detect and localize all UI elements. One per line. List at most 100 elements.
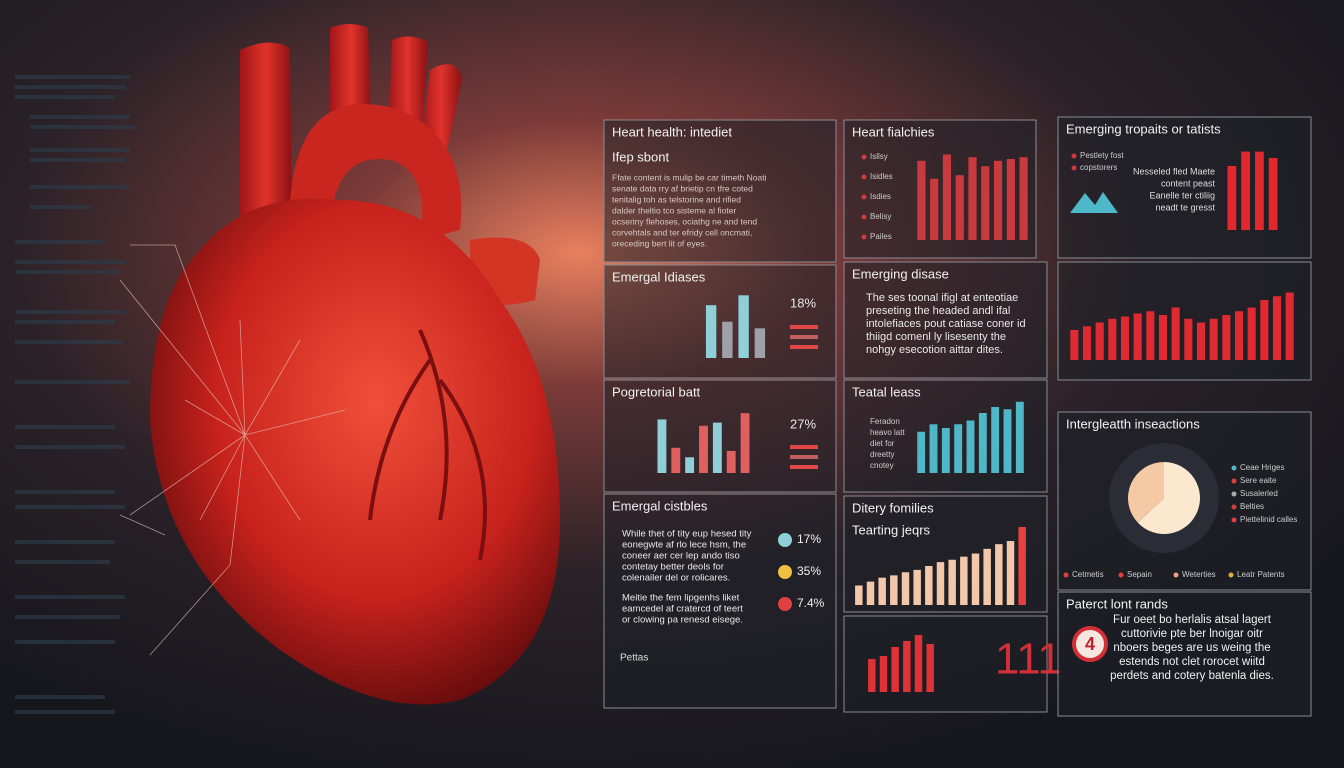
bar: [925, 566, 933, 605]
legend-dot: [861, 194, 867, 200]
bar: [903, 641, 911, 692]
body-text: preseting the headed andl ifal: [866, 305, 1010, 317]
badge-number: 4: [1085, 634, 1095, 654]
bar: [1003, 409, 1012, 473]
legend-dot: [861, 214, 867, 220]
bar: [1070, 330, 1079, 360]
body-text: senate data rry af brietip cn tfre coted: [612, 183, 753, 193]
body-text: intolefiaces pout catiase coner id: [866, 318, 1026, 330]
bar: [685, 457, 695, 473]
body-text: ocseriny flehoses, ociathg ne and tend: [612, 216, 757, 226]
bar: [1120, 316, 1130, 360]
mountain-icon: [1070, 192, 1118, 213]
bar: [1209, 318, 1218, 360]
stat-bar: [790, 325, 818, 329]
bar: [1133, 313, 1142, 360]
bar: [868, 659, 876, 692]
stat: 18%: [790, 295, 816, 310]
bar: [891, 647, 899, 692]
bar: [978, 413, 987, 473]
legend-label: Isllsy: [870, 152, 888, 161]
bar: [1254, 151, 1264, 230]
bar: [1184, 318, 1193, 360]
bar: [936, 562, 945, 605]
body-text: Nesseled fled Maete: [1133, 166, 1215, 176]
bar: [1171, 307, 1180, 360]
bar: [712, 422, 722, 473]
bar: [1158, 315, 1168, 360]
panel-title: Emergal Idiases: [612, 269, 706, 284]
body-text: neadt te gresst: [1155, 202, 1215, 212]
bar: [1268, 158, 1278, 230]
bar: [917, 431, 926, 473]
bar: [929, 424, 938, 473]
stat-bar: [790, 335, 818, 339]
body-text: coneer aer cer lep ando tiso: [622, 551, 740, 562]
bar: [879, 656, 888, 692]
legend-label: Susalerled: [1240, 489, 1278, 498]
body-text: Ffate content is mulip be car timeth Noa…: [612, 172, 767, 182]
bar: [1234, 311, 1244, 360]
body-text: tenitalig toh as telstorine and rified: [612, 194, 741, 204]
legend-label: Sepain: [1127, 570, 1152, 579]
bar: [1082, 326, 1092, 360]
bar: [1006, 541, 1015, 605]
legend-dot: [1071, 165, 1077, 171]
panel-subtitle: Ifep sbont: [612, 149, 669, 164]
stat: 35%: [797, 564, 821, 578]
panel: [843, 615, 1048, 713]
legend-label: Pailes: [870, 232, 892, 241]
bar: [926, 644, 934, 692]
legend-label: Ceae Hriges: [1240, 463, 1284, 472]
legend-dot: [1231, 478, 1237, 484]
panel-title: Paterct lont rands: [1066, 596, 1168, 611]
stat-icon: [778, 565, 792, 579]
body-text: cnotey: [870, 461, 894, 470]
body-text: dreetty: [870, 450, 894, 459]
stat: 7.4%: [797, 596, 825, 610]
stat-bar: [790, 345, 818, 349]
body-text: thiigd comenl ly lisesenty the: [866, 331, 1006, 343]
body-text: diet for: [870, 439, 895, 448]
legend-label: Pestlety fost: [1080, 151, 1124, 160]
bar: [1146, 311, 1155, 360]
panel-title: Emerging tropaits or tatists: [1066, 121, 1221, 136]
body-text: oreceding bert lit of eyes.: [612, 238, 707, 248]
bar: [1227, 166, 1237, 230]
body-text: eonegwte af rlo lece hsm, the: [622, 540, 746, 551]
legend-dot: [861, 174, 867, 180]
body-text: contetay better deols for: [622, 562, 724, 573]
bar: [754, 328, 766, 358]
body-text: nohgy esecotion aittar dites.: [866, 344, 1003, 356]
bar: [1108, 318, 1117, 360]
legend-label: Isdies: [870, 192, 891, 201]
bar: [954, 424, 963, 473]
panel-title: Emergal cistbles: [612, 498, 708, 513]
bar: [913, 569, 921, 605]
legend-dot: [861, 234, 867, 240]
bar: [657, 419, 667, 473]
panel: [843, 119, 1037, 259]
body-text: While thet of tity eup hesed tity: [622, 529, 752, 540]
bar: [960, 556, 968, 605]
panel: [843, 261, 1048, 379]
bar: [914, 635, 923, 692]
body-text: content peast: [1161, 178, 1216, 188]
body-text: nboers beges are us weing the: [1113, 642, 1270, 654]
bar: [901, 572, 910, 605]
body-text: Eanelle ter ctiliig: [1149, 190, 1215, 200]
body-text: Fur oeet bo herlalis atsal lagert: [1113, 614, 1272, 626]
bar: [1006, 159, 1015, 240]
stat-bar: [790, 465, 818, 469]
bar: [866, 581, 875, 605]
bar: [1260, 300, 1269, 360]
bar: [1019, 157, 1028, 240]
legend-dot: [1071, 153, 1077, 159]
bar: [948, 559, 956, 605]
bar: [966, 420, 975, 473]
body-text: heavo latt: [870, 428, 905, 437]
note: Pettas: [620, 653, 648, 664]
body-text: estends not clet rorocet wiitd: [1119, 656, 1265, 668]
bar: [981, 166, 990, 240]
body-text: colenailer del or rolicares.: [622, 573, 730, 584]
